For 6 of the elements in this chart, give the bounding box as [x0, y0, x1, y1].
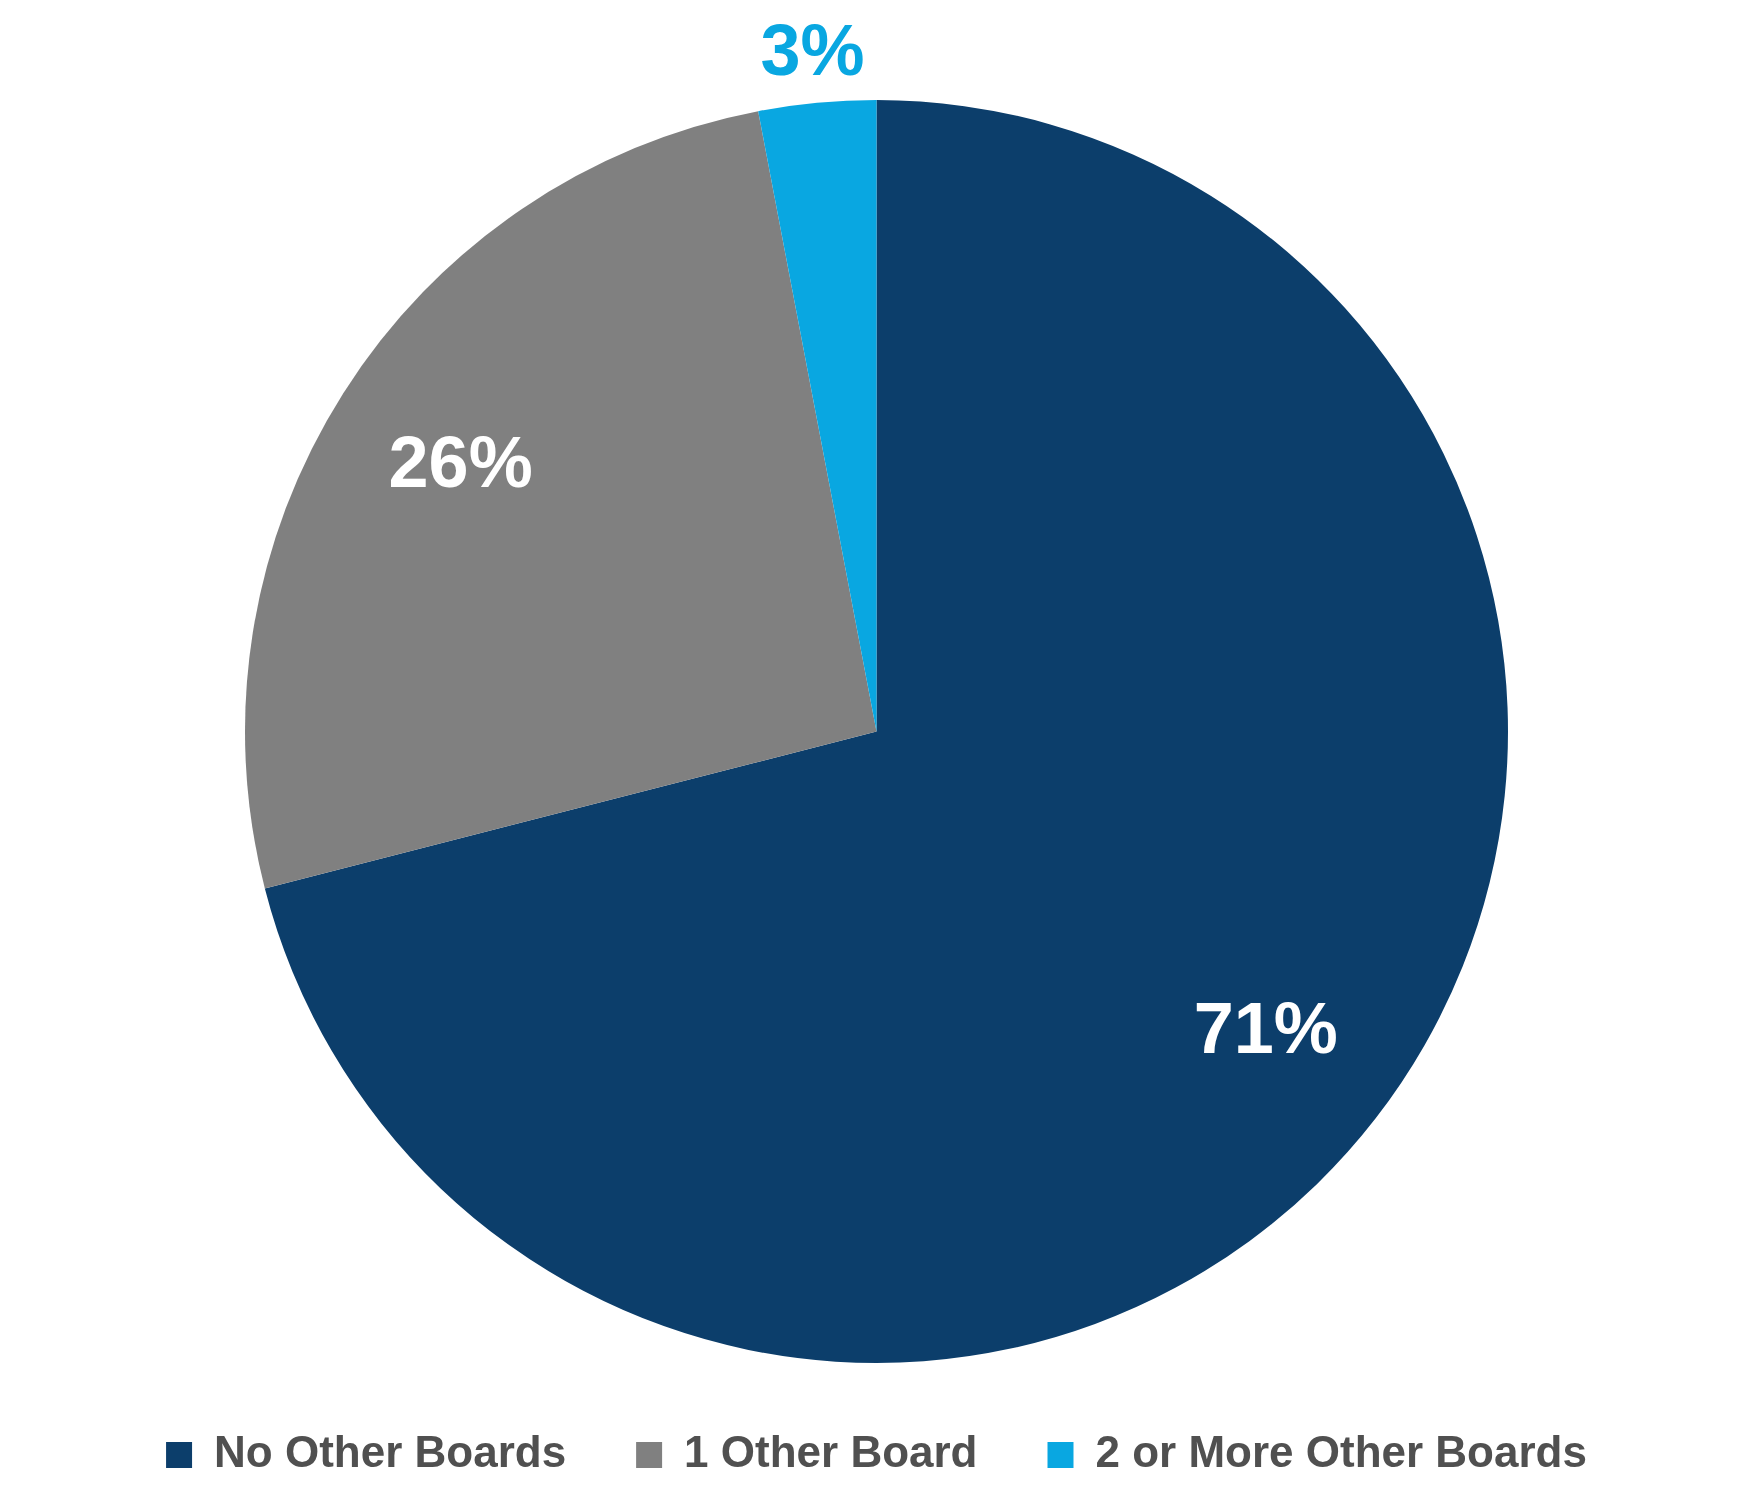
legend-label: No Other Boards [214, 1427, 567, 1477]
legend-label: 1 Other Board [684, 1427, 978, 1477]
data-label: 3% [760, 9, 865, 90]
legend-label: 2 or More Other Boards [1095, 1427, 1587, 1477]
data-label: 71% [1193, 988, 1338, 1069]
data-label: 26% [388, 422, 533, 503]
